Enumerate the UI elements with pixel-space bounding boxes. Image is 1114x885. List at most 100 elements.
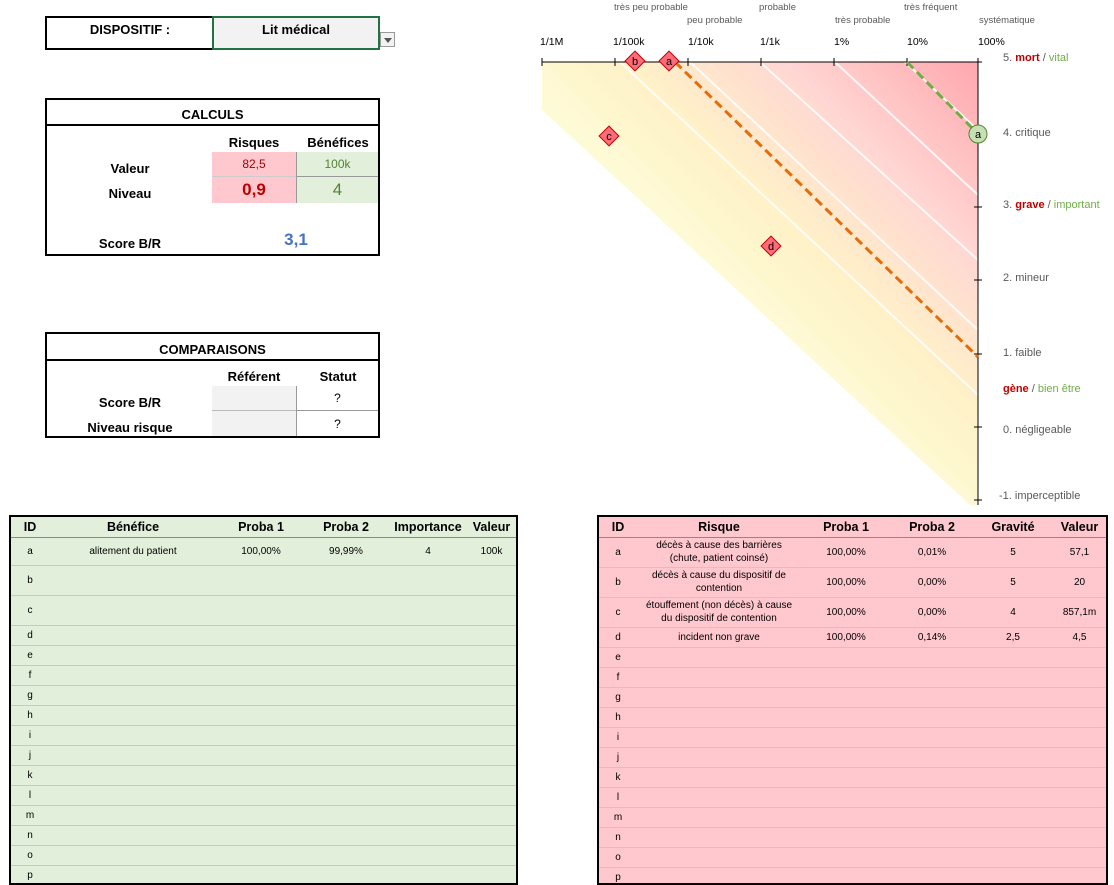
- risques-cell-id[interactable]: g: [615, 691, 621, 703]
- benefices-row[interactable]: d: [11, 625, 516, 646]
- risques-cell-gravit-[interactable]: [973, 647, 1053, 667]
- benefices-row[interactable]: m: [11, 805, 516, 826]
- risques-cell-gravit-[interactable]: [973, 767, 1053, 787]
- benefices-cell-b-n-fice[interactable]: [49, 765, 217, 785]
- benefices-cell-b-n-fice[interactable]: [49, 725, 217, 745]
- risques-row[interactable]: b décès à cause du dispositif de contenti…: [599, 567, 1106, 598]
- risques-cell-id[interactable]: p: [615, 871, 621, 883]
- risques-cell-proba-1[interactable]: [801, 707, 891, 727]
- risk-point-a[interactable]: a: [658, 50, 680, 72]
- risques-cell-risque[interactable]: [637, 687, 801, 707]
- benefices-row[interactable]: b: [11, 565, 516, 596]
- benefices-cell-valeur[interactable]: [469, 845, 514, 865]
- benefices-cell-proba-2[interactable]: [305, 805, 387, 825]
- risques-cell-gravit-[interactable]: [973, 787, 1053, 807]
- benefices-row[interactable]: h: [11, 705, 516, 726]
- benefices-cell-id[interactable]: k: [27, 769, 33, 781]
- risques-cell-risque[interactable]: incident non grave: [678, 631, 760, 643]
- benefices-cell-proba-1[interactable]: [217, 865, 305, 883]
- risques-cell-id[interactable]: e: [615, 651, 621, 663]
- risques-cell-id[interactable]: b: [615, 576, 621, 588]
- benefices-cell-proba-2[interactable]: [305, 625, 387, 645]
- benefices-cell-proba-2[interactable]: [305, 665, 387, 685]
- risques-cell-risque[interactable]: [637, 647, 801, 667]
- risques-cell-gravit-[interactable]: [973, 707, 1053, 727]
- benefices-cell-proba-2[interactable]: [305, 725, 387, 745]
- risques-cell-id[interactable]: n: [615, 831, 621, 843]
- risques-cell-proba-2[interactable]: [891, 867, 973, 883]
- risques-cell-proba-2[interactable]: [891, 707, 973, 727]
- risques-cell-proba-2[interactable]: 0,00%: [917, 576, 947, 588]
- benefices-row[interactable]: i: [11, 725, 516, 746]
- benefices-cell-valeur[interactable]: [469, 765, 514, 785]
- benefices-cell-b-n-fice[interactable]: [49, 705, 217, 725]
- risques-cell-proba-2[interactable]: [891, 767, 973, 787]
- risques-cell-id[interactable]: j: [616, 751, 620, 763]
- benefices-row[interactable]: o: [11, 845, 516, 866]
- benefices-cell-proba-1[interactable]: [217, 845, 305, 865]
- risques-row[interactable]: k: [599, 767, 1106, 788]
- risques-cell-proba-2[interactable]: [891, 847, 973, 867]
- risques-cell-gravit-[interactable]: [973, 747, 1053, 767]
- benefices-cell-proba-1[interactable]: [217, 785, 305, 805]
- benefices-cell-importance[interactable]: [387, 705, 469, 725]
- benefices-cell-proba-1[interactable]: [217, 805, 305, 825]
- benefices-cell-proba-1[interactable]: [217, 625, 305, 645]
- risques-cell-id[interactable]: h: [615, 711, 621, 723]
- risques-cell-proba-1[interactable]: [801, 767, 891, 787]
- risques-cell-gravit-[interactable]: [973, 687, 1053, 707]
- risques-cell-proba-2[interactable]: [891, 687, 973, 707]
- benefices-cell-id[interactable]: d: [27, 629, 33, 641]
- risques-cell-gravit-[interactable]: [973, 727, 1053, 747]
- benefices-cell-valeur[interactable]: [469, 805, 514, 825]
- risques-cell-proba-1[interactable]: [801, 787, 891, 807]
- benefices-cell-proba-1[interactable]: [217, 565, 305, 595]
- benefices-cell-id[interactable]: g: [27, 689, 33, 701]
- risques-cell-proba-1[interactable]: 100,00%: [826, 631, 866, 643]
- risques-cell-gravit-[interactable]: [973, 807, 1053, 827]
- benefices-cell-importance[interactable]: [387, 825, 469, 845]
- risques-cell-risque[interactable]: [637, 807, 801, 827]
- benefices-cell-importance[interactable]: [387, 845, 469, 865]
- benefices-cell-proba-1[interactable]: [217, 825, 305, 845]
- benefices-row[interactable]: p: [11, 865, 516, 883]
- risques-cell-valeur[interactable]: 857,1m: [1062, 606, 1097, 618]
- risques-cell-valeur[interactable]: [1053, 807, 1106, 827]
- risques-cell-risque[interactable]: [637, 727, 801, 747]
- risques-cell-proba-2[interactable]: [891, 727, 973, 747]
- benefices-cell-importance[interactable]: [387, 865, 469, 883]
- benefices-cell-valeur[interactable]: [469, 825, 514, 845]
- chevron-down-icon[interactable]: [380, 32, 395, 47]
- benefices-row[interactable]: g: [11, 685, 516, 706]
- benefices-cell-valeur[interactable]: [469, 725, 514, 745]
- benefices-cell-proba-2[interactable]: [305, 645, 387, 665]
- risk-point-b[interactable]: b: [624, 50, 646, 72]
- benefices-cell-valeur[interactable]: [469, 565, 514, 595]
- risques-cell-id[interactable]: i: [616, 731, 620, 743]
- benefices-cell-proba-1[interactable]: [217, 705, 305, 725]
- risques-row[interactable]: g: [599, 687, 1106, 708]
- benefices-cell-proba-2[interactable]: [305, 865, 387, 883]
- benefices-cell-b-n-fice[interactable]: [49, 595, 217, 625]
- benefices-cell-importance[interactable]: 4: [425, 545, 431, 557]
- referent-score-input[interactable]: [212, 386, 296, 411]
- benefices-cell-b-n-fice[interactable]: [49, 785, 217, 805]
- benefices-cell-proba-1[interactable]: [217, 665, 305, 685]
- risques-cell-id[interactable]: f: [616, 671, 620, 683]
- benefices-row[interactable]: f: [11, 665, 516, 686]
- benefices-cell-importance[interactable]: [387, 785, 469, 805]
- risques-cell-proba-2[interactable]: 0,00%: [917, 606, 947, 618]
- benefices-cell-importance[interactable]: [387, 665, 469, 685]
- benefices-cell-id[interactable]: m: [25, 809, 35, 821]
- risques-cell-id[interactable]: l: [616, 791, 620, 803]
- risques-cell-proba-1[interactable]: [801, 647, 891, 667]
- benefices-row[interactable]: n: [11, 825, 516, 846]
- risques-cell-gravit-[interactable]: 5: [1010, 576, 1016, 588]
- benefices-cell-id[interactable]: i: [28, 729, 32, 741]
- risques-cell-proba-1[interactable]: [801, 847, 891, 867]
- risques-cell-valeur[interactable]: [1053, 847, 1106, 867]
- risques-cell-gravit-[interactable]: [973, 827, 1053, 847]
- risques-cell-risque[interactable]: [637, 827, 801, 847]
- benefices-cell-proba-1[interactable]: [217, 765, 305, 785]
- risques-cell-gravit-[interactable]: [973, 847, 1053, 867]
